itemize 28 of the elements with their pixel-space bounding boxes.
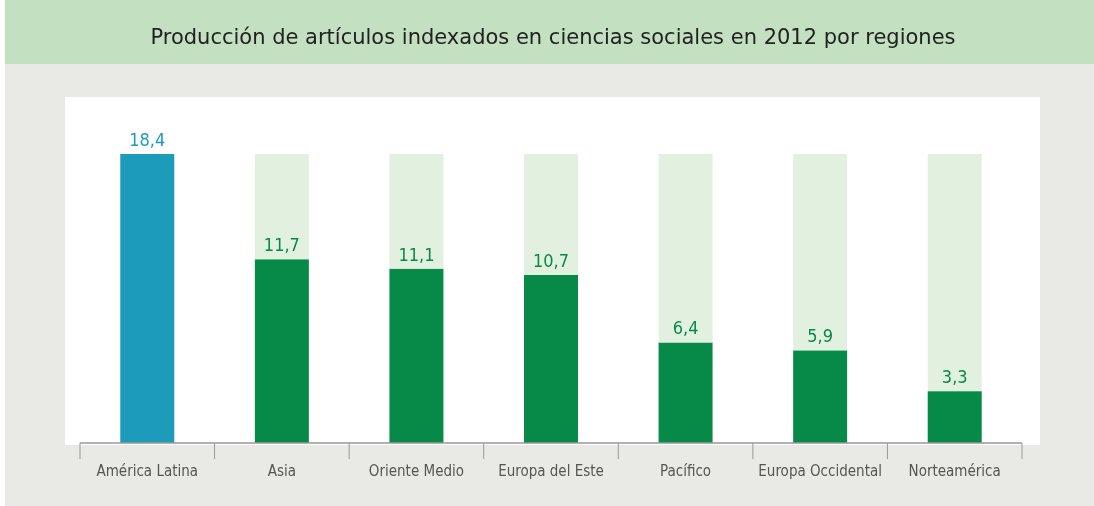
- bar: [658, 342, 713, 443]
- chart-title: Producción de artículos indexados en ciencias sociales en 2012 por regiones: [150, 25, 956, 49]
- bar: [254, 259, 309, 443]
- data-label: 11,1: [398, 243, 435, 265]
- bar: [524, 154, 578, 275]
- x-tick-label: Oriente Medio: [368, 462, 465, 480]
- x-tick-label: América Latina: [96, 462, 199, 480]
- data-label: 3,3: [941, 366, 968, 388]
- bar: [389, 268, 444, 443]
- x-tick-label: Asia: [267, 462, 296, 480]
- bar: [927, 154, 982, 392]
- data-label: 18,4: [129, 129, 166, 150]
- bar: [524, 274, 578, 443]
- data-label: 10,7: [532, 249, 570, 271]
- bar: [389, 154, 444, 269]
- x-tick-label: Europa Occidental: [758, 462, 882, 480]
- data-label: 5,9: [807, 325, 834, 347]
- data-label: 6,4: [672, 317, 699, 339]
- bar: [254, 154, 309, 260]
- bar: [793, 154, 848, 351]
- x-tick-label: Norteamérica: [908, 462, 1001, 480]
- bar: [793, 350, 848, 443]
- data-label: 11,7: [263, 234, 300, 256]
- bar: [120, 154, 175, 443]
- bar: [927, 391, 982, 443]
- x-tick-label: Europa del Este: [498, 462, 604, 480]
- bar: [658, 154, 713, 343]
- x-tick-label: Pacífico: [660, 462, 712, 480]
